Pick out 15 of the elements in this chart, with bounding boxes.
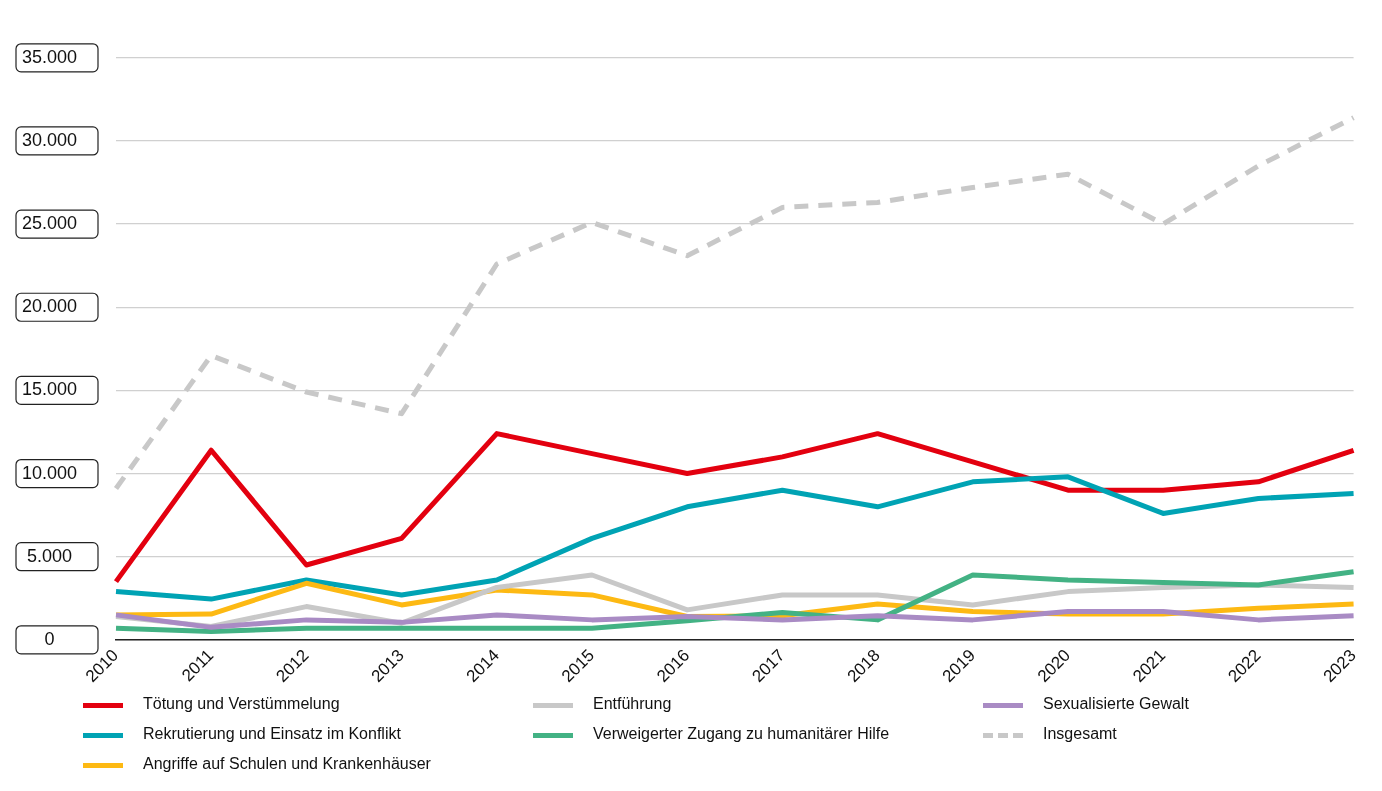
y-tick-label: 25.000 — [21, 213, 77, 234]
y-tick-label: 20.000 — [21, 296, 77, 317]
legend-label: Rekrutierung und Einsatz im Konflikt — [143, 724, 401, 744]
y-tick-label: 10.000 — [21, 462, 77, 483]
legend-label: Insgesamt — [1043, 724, 1117, 744]
y-tick-label: 5.000 — [26, 545, 72, 566]
y-tick-label: 0 — [44, 628, 55, 649]
y-tick-label: 35.000 — [21, 46, 77, 67]
y-tick-label: 30.000 — [21, 129, 77, 150]
legend-label: Sexualisierte Gewalt — [1043, 694, 1189, 714]
legend-label: Tötung und Verstümmelung — [143, 694, 340, 714]
y-tick-label: 15.000 — [21, 379, 77, 400]
legend-label: Entführung — [593, 694, 672, 714]
legend-label: Verweigerter Zugang zu humanitärer Hilfe — [593, 724, 890, 744]
legend-label: Angriffe auf Schulen und Krankenhäuser — [143, 754, 431, 774]
